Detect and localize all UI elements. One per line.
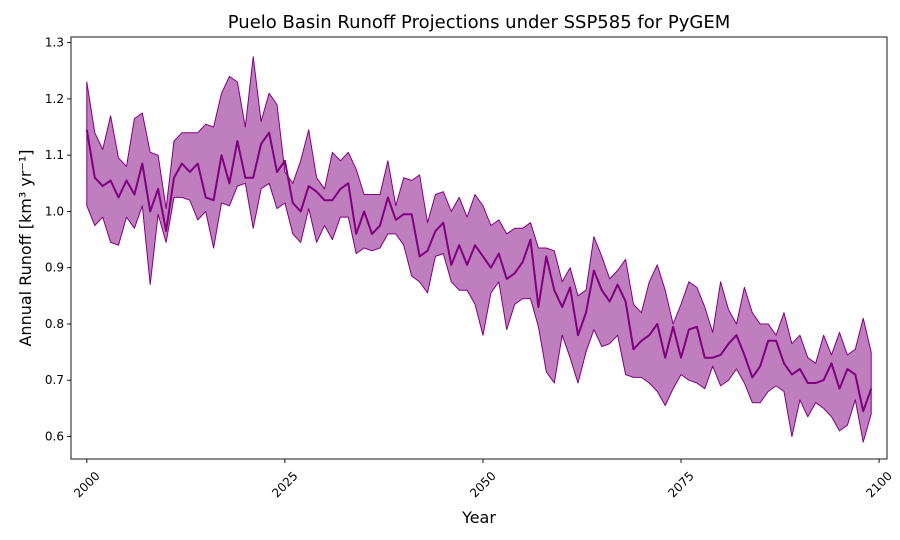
x-tick-label: 2075 — [665, 469, 696, 500]
y-tick-label: 1.1 — [45, 148, 64, 162]
runoff-mean-line — [85, 129, 873, 413]
plot-area — [85, 56, 873, 443]
x-tick-label: 2100 — [863, 469, 894, 500]
y-tick-label: 0.7 — [45, 373, 64, 387]
runoff-line-layer — [85, 129, 873, 413]
plot-frame — [70, 36, 888, 460]
x-tick-label: 2025 — [269, 469, 300, 500]
x-tick-label: 2000 — [71, 469, 102, 500]
chart-title: Puelo Basin Runoff Projections under SSP… — [228, 12, 730, 33]
y-tick-label: 0.6 — [45, 429, 64, 443]
y-tick-label: 0.9 — [45, 261, 64, 275]
y-tick-label: 1.3 — [45, 36, 64, 50]
y-tick-label: 1.0 — [45, 204, 64, 218]
x-axis-label: Year — [461, 508, 496, 527]
y-axis-ticks: 0.6 0.7 0.8 0.9 1.0 1.1 1.2 1.3 — [45, 36, 71, 443]
y-tick-label: 1.2 — [45, 92, 64, 106]
x-tick-label: 2050 — [467, 469, 498, 500]
x-axis-ticks: 2000 2025 2050 2075 2100 — [71, 459, 895, 500]
y-tick-label: 0.8 — [45, 317, 64, 331]
y-axis-label: Annual Runoff [km³ yr⁻¹] — [16, 149, 35, 346]
